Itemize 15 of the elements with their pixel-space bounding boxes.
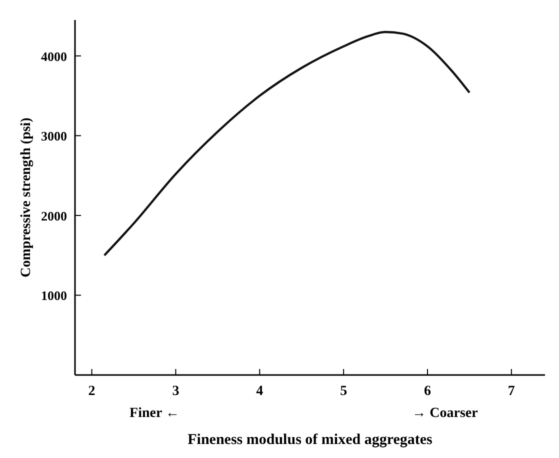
text: Finer ← (130, 406, 180, 421)
y-tick-label: 3000 (41, 128, 67, 144)
x-tick-label: 7 (508, 384, 515, 399)
x-tick-label: 4 (256, 384, 264, 399)
x-tick-label: 3 (172, 384, 180, 399)
y-tick-label: 4000 (41, 48, 67, 64)
text: → Coarser (412, 406, 478, 421)
y-tick-label: 1000 (41, 288, 67, 304)
y-tick-label: 2000 (41, 208, 67, 224)
line-series (103, 30, 471, 256)
x-axis-title: Fineness modulus of mixed aggregates (188, 432, 433, 448)
x-tick-label: 5 (340, 384, 348, 399)
y-axis-title: Compressive strength (psi) (19, 117, 34, 278)
x-tick-label: 2 (88, 384, 96, 399)
x-tick-label: 6 (424, 384, 431, 399)
